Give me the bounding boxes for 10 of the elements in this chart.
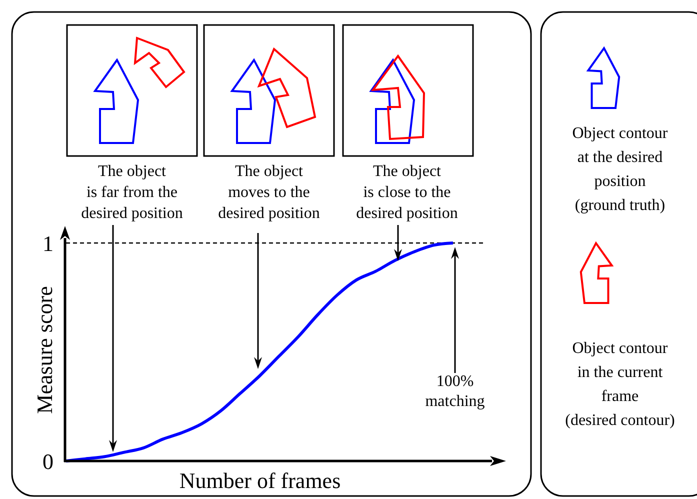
text: The object moves to the desired position — [218, 163, 320, 222]
y-axis-title: Measure score — [32, 286, 57, 414]
y-tick-label: 1 — [42, 231, 54, 256]
text: Object contour at the desired position (ground truth) — [572, 125, 668, 214]
y-tick-label: 0 — [42, 449, 54, 474]
x-axis-title: Number of frames — [179, 468, 341, 493]
text: The object is far from the desired position — [81, 163, 183, 222]
annotation: 100% matching — [425, 373, 485, 410]
text: The object is close to the desired position — [356, 163, 458, 222]
text: Object contour in the current frame (desired contour) — [565, 340, 675, 429]
